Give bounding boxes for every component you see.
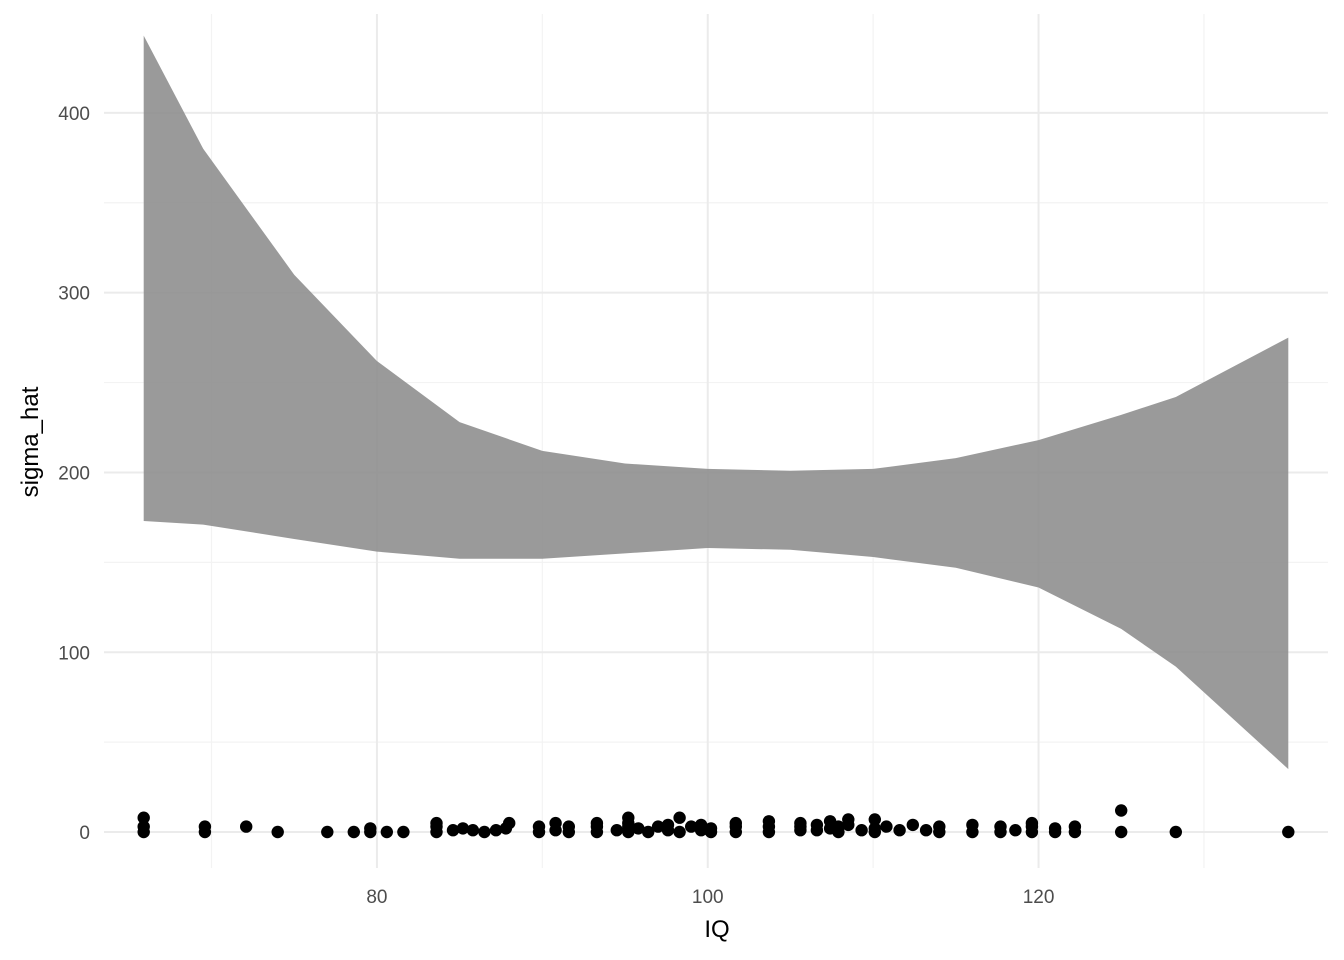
data-point [622, 811, 635, 824]
data-point [906, 818, 919, 832]
data-point [1068, 820, 1082, 833]
data-point [880, 820, 893, 833]
data-point [446, 824, 460, 837]
data-point [1282, 825, 1295, 839]
data-point [240, 820, 253, 833]
ribbon-layer [143, 35, 1289, 770]
data-point [466, 824, 480, 837]
data-point [632, 822, 645, 835]
data-point [397, 825, 410, 839]
data-point [673, 825, 686, 839]
data-point [661, 818, 675, 832]
x-tick-label: 120 [1023, 887, 1055, 908]
y-axis-ticks: 0 100 200 300 400 [58, 104, 90, 844]
data-point [321, 825, 334, 839]
data-point [532, 820, 546, 833]
data-point [562, 820, 575, 833]
data-point [137, 820, 150, 833]
data-point [855, 824, 868, 837]
data-point [430, 816, 443, 830]
data-point [478, 825, 491, 839]
data-point [380, 825, 393, 839]
confidence-ribbon [143, 35, 1289, 770]
y-axis-title: sigma_hat [17, 386, 44, 497]
data-point [810, 818, 824, 832]
data-point [610, 824, 623, 837]
data-point [685, 820, 698, 833]
y-tick-label: 200 [58, 463, 90, 484]
data-point [794, 816, 807, 830]
data-point [966, 818, 979, 832]
data-point [868, 813, 881, 826]
data-point [994, 820, 1007, 833]
y-tick-label: 100 [58, 643, 90, 664]
data-point [832, 820, 845, 833]
data-point [198, 820, 212, 833]
data-point [651, 820, 665, 833]
x-tick-label: 80 [366, 887, 387, 908]
data-point [1025, 816, 1039, 830]
data-point [503, 816, 516, 830]
data-point [1115, 804, 1128, 817]
data-point [694, 818, 708, 832]
x-axis-ticks: 80 100 120 [366, 887, 1054, 908]
data-point [642, 825, 655, 839]
data-point [762, 815, 776, 828]
data-point [456, 822, 470, 835]
data-point [919, 824, 933, 837]
data-point [137, 811, 150, 824]
y-tick-label: 0 [79, 823, 90, 844]
data-point [549, 816, 562, 830]
data-point [673, 811, 686, 824]
data-point [1169, 825, 1183, 839]
data-point [933, 820, 946, 833]
x-tick-label: 100 [692, 887, 724, 908]
data-point [868, 822, 881, 835]
data-point [704, 822, 718, 835]
x-axis-title: IQ [704, 916, 729, 943]
data-point [842, 813, 855, 826]
data-point [347, 825, 360, 839]
points-layer [137, 804, 1295, 839]
data-point [729, 816, 742, 830]
data-point [1009, 824, 1022, 837]
y-tick-label: 400 [58, 104, 90, 125]
data-point [271, 825, 284, 839]
data-point [590, 816, 604, 830]
data-point [1048, 822, 1062, 835]
data-point [893, 824, 906, 837]
data-point [489, 824, 503, 837]
y-tick-label: 300 [58, 284, 90, 305]
data-point [1115, 825, 1128, 839]
data-point [364, 822, 377, 835]
